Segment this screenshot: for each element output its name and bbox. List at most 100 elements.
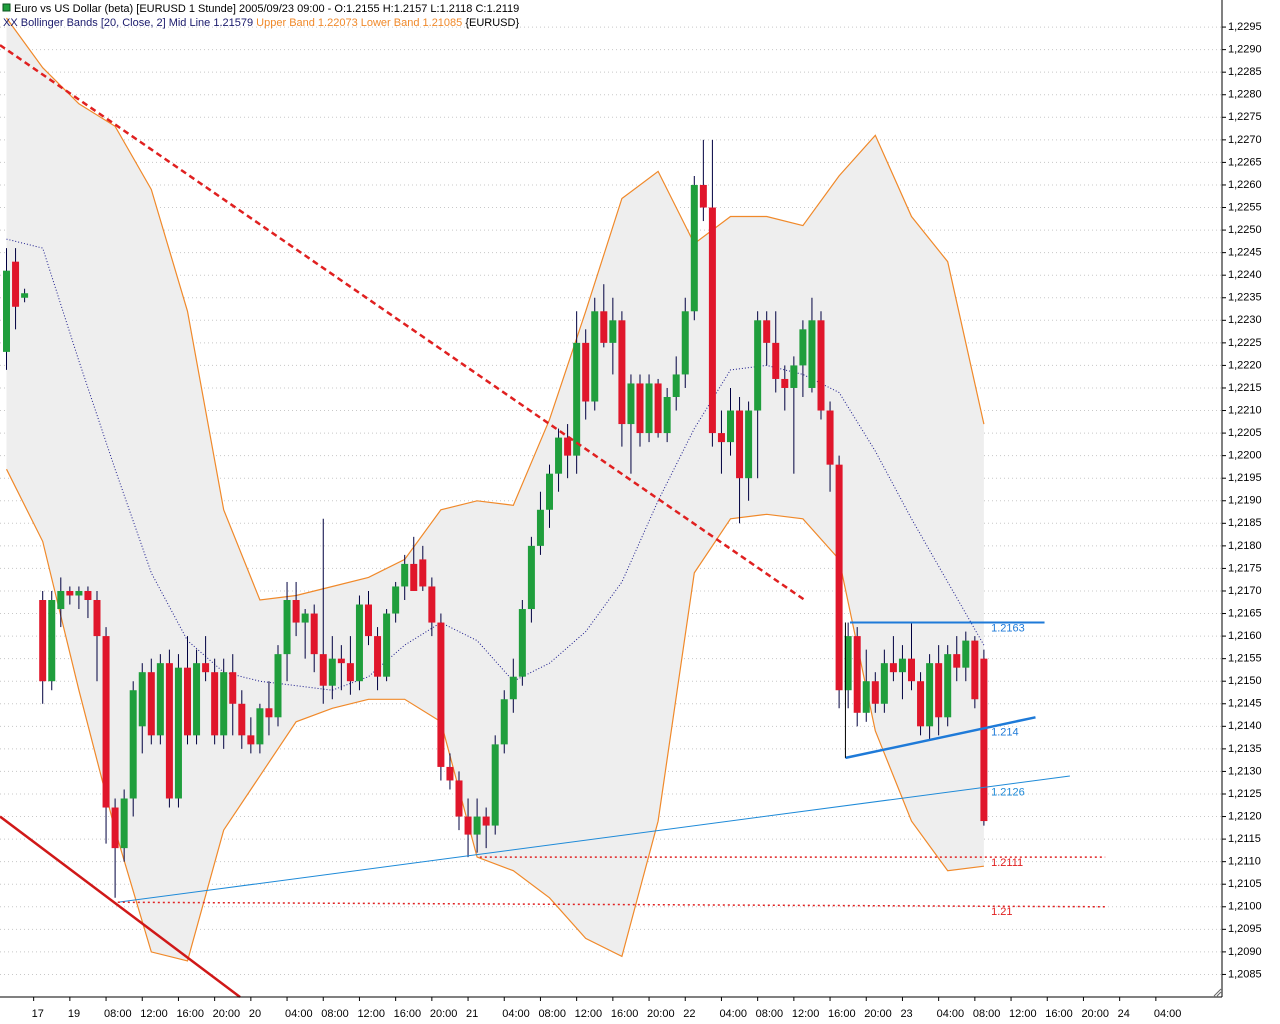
y-tick-label: 1,2260 [1228, 179, 1262, 191]
candle-body [220, 672, 228, 736]
lower-band [5, 468, 984, 962]
y-tick-label: 1,2100 [1228, 901, 1262, 913]
candle-body [428, 586, 436, 623]
y-tick-label: 1,2105 [1228, 878, 1262, 890]
candle-body [935, 663, 943, 718]
x-tick-label: 20 [249, 1008, 261, 1020]
candle-body [609, 320, 617, 343]
x-tick-label: 20:00 [1081, 1008, 1109, 1020]
candle-body [84, 590, 92, 601]
candle-body [283, 600, 291, 655]
x-tick-label: 12:00 [792, 1008, 820, 1020]
line-label: 1.2163 [991, 622, 1025, 634]
candle-body [871, 681, 879, 704]
y-tick-label: 1,2170 [1228, 585, 1262, 597]
candle-body [808, 320, 816, 388]
y-tick-label: 1,2125 [1228, 788, 1262, 800]
trend-line [0, 44, 806, 602]
upper-band [6, 17, 985, 601]
trend-lines: 1.2126 1.2163 1.214 1.2111 1.21 [0, 44, 1106, 998]
line-label: 1.2111 [991, 857, 1023, 869]
candle-body [862, 681, 870, 713]
candle-body [980, 658, 988, 822]
candle-body [102, 636, 110, 808]
y-tick-label: 1,2210 [1228, 404, 1262, 416]
candle-body [835, 464, 843, 691]
candle-body [383, 613, 391, 677]
x-tick-label: 04:00 [719, 1008, 747, 1020]
candle-body [401, 563, 409, 587]
trend-line [117, 775, 1070, 903]
y-tick-label: 1,2175 [1228, 562, 1262, 574]
candle-body [853, 636, 861, 713]
candle-body [355, 604, 363, 682]
candle-body [491, 744, 499, 826]
candle-body [93, 600, 101, 637]
y-tick-label: 1,2190 [1228, 495, 1262, 507]
x-tick-label: 19 [68, 1008, 80, 1020]
candle-body [111, 807, 119, 849]
candle-body [247, 735, 255, 745]
candle-body [147, 672, 155, 736]
candle-body [374, 636, 382, 677]
candle-body [446, 766, 454, 781]
candle-body [799, 329, 807, 366]
x-tick-label: 04:00 [1154, 1008, 1182, 1020]
y-tick-label: 1,2220 [1228, 359, 1262, 371]
candle-body [636, 383, 644, 434]
y-tick-label: 1,2110 [1228, 856, 1261, 868]
candle-body [319, 654, 327, 686]
y-tick-label: 1,2195 [1228, 472, 1262, 484]
candle-body [419, 559, 427, 587]
y-tick-label: 1,2180 [1228, 540, 1262, 552]
x-tick-label: 04:00 [502, 1008, 530, 1020]
candle-body [926, 663, 934, 727]
x-tick-label: 08:00 [104, 1008, 132, 1020]
resize-grip [1213, 988, 1222, 997]
candle-body [690, 184, 698, 312]
candle-body [482, 816, 490, 826]
y-tick-label: 1,2095 [1228, 923, 1262, 935]
y-tick-label: 1,2290 [1228, 44, 1262, 56]
candle-body [156, 663, 164, 736]
y-tick-label: 1,2245 [1228, 247, 1262, 259]
x-tick-label: 20:00 [864, 1008, 892, 1020]
candle-body [717, 433, 725, 443]
symbol-icon [2, 3, 11, 12]
candle-body [953, 654, 961, 668]
candle-body [455, 780, 463, 817]
candle-body [274, 654, 282, 718]
x-tick-label: 08:00 [756, 1008, 784, 1020]
candle-body [736, 410, 744, 479]
x-tick-label: 16:00 [1045, 1008, 1073, 1020]
candle-body [346, 663, 354, 682]
x-tick-label: 20:00 [430, 1008, 458, 1020]
candle-body [527, 545, 535, 610]
y-tick-label: 1,2160 [1228, 630, 1262, 642]
candle-body [392, 586, 400, 614]
trend-line [845, 716, 1036, 760]
candle-body [129, 690, 137, 799]
candle-body [763, 320, 771, 343]
candle-body [3, 270, 10, 352]
candle-body [708, 207, 716, 434]
line-label: 1.214 [991, 727, 1019, 739]
y-tick-label: 1,2150 [1228, 675, 1262, 687]
candle-body [844, 636, 852, 691]
candle-body [672, 374, 680, 397]
y-tick-label: 1,2215 [1228, 382, 1262, 394]
candle-body [582, 342, 590, 402]
symbol-label: {EURUSD} [465, 17, 519, 29]
candle-body [654, 383, 662, 434]
x-tick-label: 12:00 [1009, 1008, 1037, 1020]
y-tick-label: 1,2205 [1228, 427, 1262, 439]
header: Euro vs US Dollar (beta) [EURUSD 1 Stund… [2, 3, 519, 29]
x-tick-label: 20:00 [647, 1008, 675, 1020]
candle-body [39, 600, 47, 682]
x-tick-label: 04:00 [937, 1008, 965, 1020]
candle-body [518, 609, 526, 677]
candle-body [75, 590, 83, 596]
candle-body [57, 590, 65, 610]
